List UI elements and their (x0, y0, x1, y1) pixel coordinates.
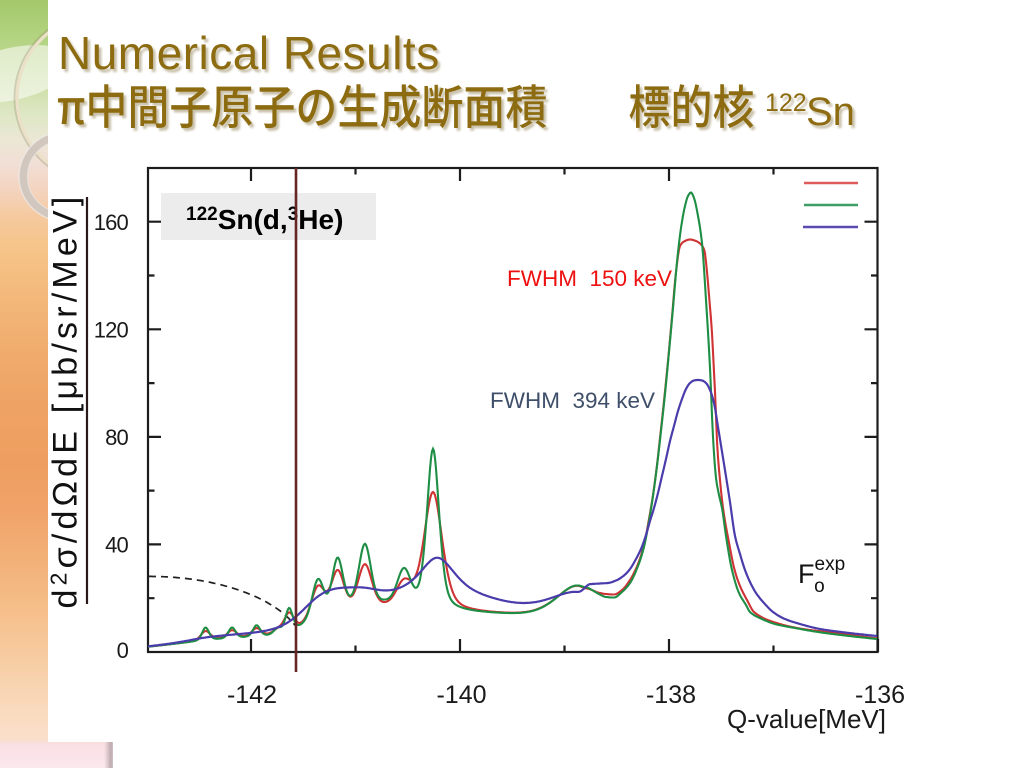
svg-text:40: 40 (105, 533, 128, 558)
svg-text:122Sn(d,3He): 122Sn(d,3He) (186, 204, 343, 235)
svg-text:80: 80 (105, 425, 128, 450)
svg-text:Sn: Sn (809, 93, 858, 137)
svg-text:-140: -140 (436, 681, 486, 709)
svg-text:FWHM 394 keV: FWHM 394 keV (490, 388, 655, 413)
svg-text:d2σ/dΩdE [μb/sr/MeV]: d2σ/dΩdE [μb/sr/MeV] (46, 192, 85, 608)
svg-text:122: 122 (768, 92, 810, 120)
svg-text:Q-value[MeV]: Q-value[MeV] (727, 704, 886, 734)
svg-text:160: 160 (94, 210, 129, 235)
svg-text:Numerical Results: Numerical Results (61, 30, 443, 82)
svg-text:-138: -138 (646, 681, 696, 709)
svg-text:FWHM 150 keV: FWHM 150 keV (507, 266, 672, 291)
svg-text:122: 122 (765, 89, 807, 117)
svg-text:Sn: Sn (806, 90, 855, 134)
svg-text:0: 0 (117, 638, 129, 663)
svg-text:120: 120 (94, 318, 129, 343)
svg-text:-142: -142 (227, 681, 277, 709)
svg-text:Numerical Results: Numerical Results (58, 27, 440, 79)
svg-text:-136: -136 (855, 681, 905, 709)
